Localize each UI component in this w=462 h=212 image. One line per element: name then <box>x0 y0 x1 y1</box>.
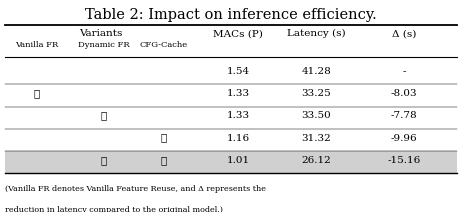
Text: 1.54: 1.54 <box>226 67 249 76</box>
Text: CFG-Cache: CFG-Cache <box>140 42 188 49</box>
Text: -9.96: -9.96 <box>391 134 418 143</box>
Text: Table 2: Impact on inference efficiency.: Table 2: Impact on inference efficiency. <box>85 8 377 22</box>
Text: -: - <box>402 67 406 76</box>
Text: -8.03: -8.03 <box>391 89 418 98</box>
FancyBboxPatch shape <box>5 151 457 174</box>
Text: Variants: Variants <box>79 29 122 38</box>
Text: 1.16: 1.16 <box>226 134 249 143</box>
Text: ✓: ✓ <box>161 134 167 143</box>
Text: Latency (s): Latency (s) <box>287 29 346 38</box>
Text: 33.50: 33.50 <box>302 112 331 120</box>
Text: ✓: ✓ <box>161 156 167 165</box>
Text: -15.16: -15.16 <box>388 156 421 165</box>
Text: ✓: ✓ <box>101 112 107 120</box>
Text: (Vanilla FR denotes Vanilla Feature Reuse, and Δ represents the: (Vanilla FR denotes Vanilla Feature Reus… <box>5 185 266 193</box>
Text: MACs (P): MACs (P) <box>213 29 263 38</box>
Text: 1.33: 1.33 <box>226 89 249 98</box>
Text: 1.33: 1.33 <box>226 112 249 120</box>
Text: 33.25: 33.25 <box>302 89 331 98</box>
Text: 1.01: 1.01 <box>226 156 249 165</box>
Text: Δ (s): Δ (s) <box>392 29 416 38</box>
Text: -7.78: -7.78 <box>391 112 418 120</box>
Text: Dynamic FR: Dynamic FR <box>78 42 130 49</box>
Text: 26.12: 26.12 <box>302 156 331 165</box>
Text: 41.28: 41.28 <box>302 67 331 76</box>
Text: 31.32: 31.32 <box>302 134 331 143</box>
Text: ✓: ✓ <box>34 89 40 98</box>
Text: ✓: ✓ <box>101 156 107 165</box>
Text: Vanilla FR: Vanilla FR <box>15 42 59 49</box>
Text: reduction in latency compared to the original model.): reduction in latency compared to the ori… <box>5 206 223 212</box>
